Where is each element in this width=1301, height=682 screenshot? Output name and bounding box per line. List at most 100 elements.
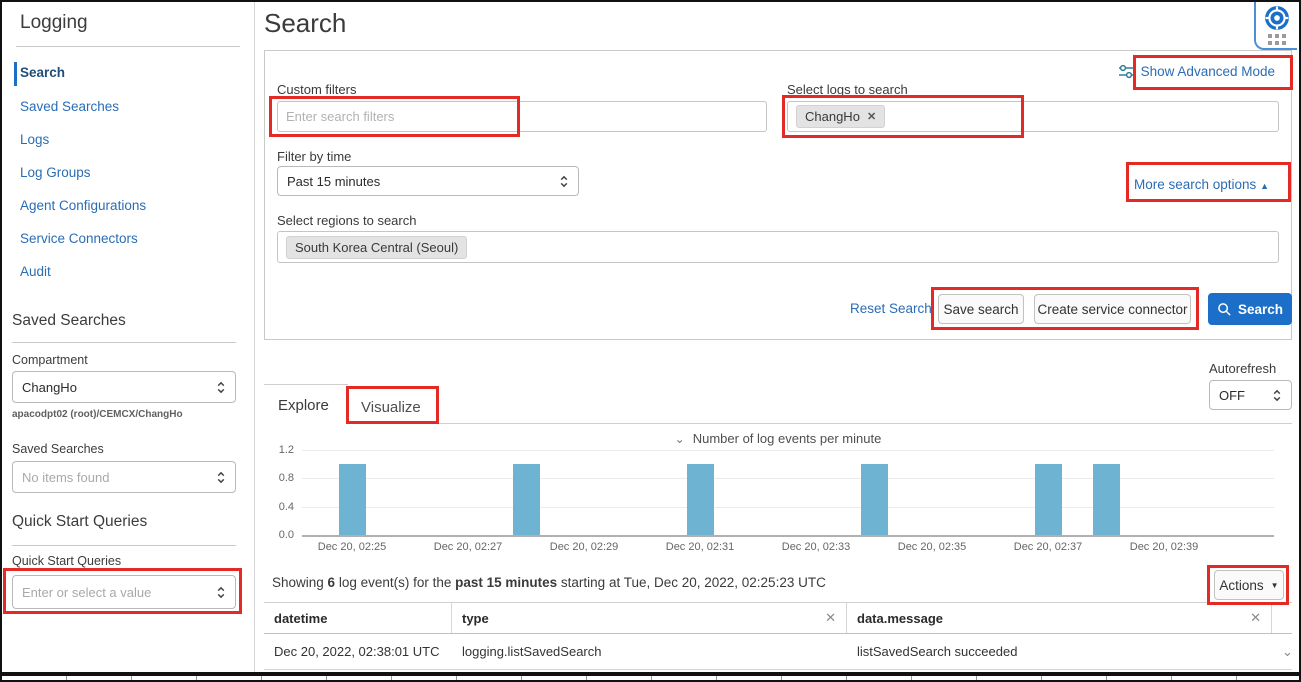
table-header-row: datetime type ✕ data.message ✕: [264, 602, 1292, 634]
select-regions-label: Select regions to search: [277, 213, 417, 228]
quick-start-heading: Quick Start Queries: [12, 513, 148, 530]
sidebar: Logging Search Saved Searches Logs Log G…: [4, 2, 254, 674]
x-axis-tick: Dec 20, 02:31: [665, 541, 735, 553]
chevron-updown-icon: [217, 381, 225, 393]
chart-bar[interactable]: [1034, 464, 1062, 535]
compartment-path: apacodpt02 (root)/CEMCX/ChangHo: [12, 409, 183, 420]
chart-bar[interactable]: [860, 464, 888, 535]
chart-bar[interactable]: [338, 464, 366, 535]
compartment-label: Compartment: [12, 353, 88, 367]
filter-by-time-select[interactable]: Past 15 minutes: [277, 166, 579, 196]
divider: [12, 545, 236, 546]
remove-column-icon[interactable]: ✕: [1250, 610, 1261, 625]
filter-by-time-value: Past 15 minutes: [287, 173, 381, 189]
filter-by-time-label: Filter by time: [277, 149, 352, 164]
cell-datetime: Dec 20, 2022, 02:38:01 UTC: [274, 644, 440, 659]
autorefresh-select[interactable]: OFF: [1209, 380, 1292, 410]
summary-text: log event(s) for the: [335, 575, 456, 590]
tab-visualize[interactable]: Visualize: [361, 399, 421, 416]
compartment-select[interactable]: ChangHo: [12, 371, 236, 403]
column-header-expand: [1272, 603, 1292, 633]
quick-start-select-placeholder: Enter or select a value: [22, 584, 152, 600]
tab-border: [264, 384, 348, 385]
search-button-label: Search: [1237, 301, 1284, 317]
x-axis-tick: Dec 20, 02:33: [781, 541, 851, 553]
chart-title: Number of log events per minute: [692, 431, 882, 446]
sidebar-item-service-connectors[interactable]: Service Connectors: [20, 231, 138, 246]
chevron-down-icon[interactable]: ⌄: [674, 432, 685, 446]
remove-chip-icon[interactable]: ✕: [866, 111, 877, 123]
expand-row-icon[interactable]: ⌄: [1282, 643, 1292, 659]
sidebar-item-agent-configurations[interactable]: Agent Configurations: [20, 198, 147, 213]
save-search-button[interactable]: Save search: [938, 294, 1024, 324]
tab-explore[interactable]: Explore: [278, 397, 329, 414]
screenshot-bottom-edge: [2, 676, 1299, 680]
custom-filters-placeholder: Enter search filters: [286, 109, 395, 124]
actions-button[interactable]: Actions ▼: [1214, 570, 1284, 600]
sidebar-item-logs[interactable]: Logs: [20, 132, 50, 147]
screenshot-bottom-border: [2, 672, 1299, 676]
column-label: datetime: [274, 610, 328, 626]
summary-text: starting at Tue, Dec 20, 2022, 02:25:23 …: [557, 575, 826, 590]
search-button[interactable]: Search: [1208, 293, 1292, 325]
show-advanced-mode-link[interactable]: Show Advanced Mode: [1118, 64, 1275, 79]
chart-gridline: [302, 506, 1274, 508]
saved-searches-select[interactable]: No items found: [12, 461, 236, 493]
create-service-connector-button[interactable]: Create service connector: [1034, 294, 1191, 324]
y-axis-tick: 1.2: [278, 444, 294, 456]
column-header-type[interactable]: type ✕: [452, 603, 847, 633]
chart-bar[interactable]: [686, 464, 714, 535]
divider: [16, 46, 240, 47]
sidebar-item-saved-searches[interactable]: Saved Searches: [20, 99, 120, 114]
x-axis-tick: Dec 20, 02:35: [897, 541, 967, 553]
custom-filters-input[interactable]: Enter search filters: [277, 101, 767, 132]
sidebar-item-log-groups[interactable]: Log Groups: [20, 165, 91, 180]
show-advanced-mode-label: Show Advanced Mode: [1140, 64, 1275, 79]
actions-button-label: Actions: [1219, 577, 1264, 593]
autorefresh-value: OFF: [1219, 387, 1245, 403]
select-regions-input[interactable]: South Korea Central (Seoul): [277, 231, 1279, 263]
reset-search-link[interactable]: Reset Search: [850, 301, 932, 316]
column-header-data-message[interactable]: data.message ✕: [847, 603, 1272, 633]
remove-column-icon[interactable]: ✕: [825, 610, 836, 625]
dropdown-triangle-icon: ▼: [1270, 580, 1279, 590]
cell-type: logging.listSavedSearch: [462, 644, 602, 659]
more-search-options-link[interactable]: More search options ▲: [1134, 177, 1269, 192]
x-axis-tick: Dec 20, 02:37: [1013, 541, 1083, 553]
user-avatar-icon[interactable]: [1264, 5, 1290, 31]
column-header-datetime[interactable]: datetime: [264, 603, 452, 633]
chart-bar[interactable]: [1092, 464, 1120, 535]
log-events-bar-chart: 1.2 0.8 0.4 0.0 Dec 20, 02:25 Dec 20, 02:27 De…: [264, 444, 1292, 553]
region-chip: South Korea Central (Seoul): [286, 235, 468, 259]
user-menu[interactable]: [1254, 2, 1297, 50]
sliders-icon: [1118, 64, 1134, 79]
saved-searches-label: Saved Searches: [12, 442, 104, 456]
chart-bar[interactable]: [512, 464, 540, 535]
chevron-updown-icon: [1273, 389, 1281, 401]
select-logs-label: Select logs to search: [787, 82, 908, 97]
chevron-updown-icon: [217, 586, 225, 598]
search-icon: [1218, 302, 1231, 316]
y-axis-tick: 0.0: [278, 529, 294, 541]
x-axis-tick: Dec 20, 02:27: [433, 541, 503, 553]
select-logs-input[interactable]: ChangHo ✕: [787, 101, 1279, 132]
collapse-triangle-icon: ▲: [1260, 181, 1269, 191]
custom-filters-label: Custom filters: [277, 82, 357, 97]
chart-title-row: ⌄ Number of log events per minute: [264, 431, 1292, 446]
y-axis-tick: 0.8: [278, 472, 294, 485]
page-title: Search: [264, 8, 347, 38]
app-grid-icon[interactable]: [1267, 34, 1286, 45]
sidebar-title: Logging: [20, 12, 88, 33]
x-axis-tick: Dec 20, 02:29: [549, 541, 619, 553]
quick-start-select[interactable]: Enter or select a value: [12, 575, 236, 609]
y-axis-tick: 0.4: [278, 500, 294, 513]
x-axis-tick: Dec 20, 02:25: [317, 541, 387, 553]
chevron-updown-icon: [560, 175, 568, 187]
chart-gridline: [302, 450, 1274, 451]
region-chip-label: South Korea Central (Seoul): [295, 239, 459, 255]
log-chip: ChangHo ✕: [796, 105, 886, 128]
sidebar-item-search[interactable]: Search: [20, 65, 66, 80]
sidebar-item-audit[interactable]: Audit: [20, 264, 51, 279]
table-row[interactable]: Dec 20, 2022, 02:38:01 UTC logging.listS…: [264, 634, 1292, 670]
quick-start-label: Quick Start Queries: [12, 554, 122, 568]
